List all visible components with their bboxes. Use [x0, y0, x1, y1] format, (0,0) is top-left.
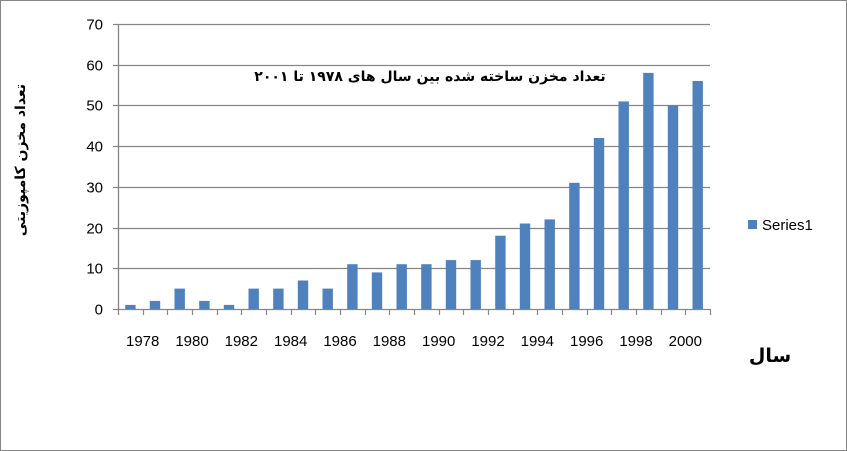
bar-1986 [322, 288, 333, 309]
y-tick-label: 30 [86, 180, 103, 197]
x-axis [117, 24, 712, 315]
bar-2001 [692, 81, 703, 309]
y-tick-label: 0 [95, 302, 103, 319]
x-tick-label: 1986 [323, 333, 356, 350]
bar-1995 [544, 219, 555, 309]
bar-1989 [396, 264, 407, 309]
y-tick-label: 50 [86, 98, 103, 115]
x-tick-label: 1998 [619, 333, 652, 350]
gridlines [113, 23, 710, 311]
y-tick-label: 10 [86, 261, 103, 278]
legend: Series1 [748, 217, 813, 234]
bar-1981 [199, 300, 210, 309]
x-axis-title: سال [749, 345, 791, 367]
y-axis-ticks: 0 10 20 30 40 50 60 70 [86, 17, 103, 319]
x-tick-label: 1994 [521, 333, 554, 350]
bar-1997 [593, 138, 605, 309]
legend-swatch [748, 220, 757, 229]
bar-1992 [470, 260, 481, 309]
x-tick-label: 1984 [274, 333, 307, 350]
chart-title: تعداد مخزن ساخته شده بین سال های ۱۹۷۸ تا… [254, 69, 605, 85]
bar-1994 [519, 223, 531, 309]
y-tick-label: 20 [86, 221, 103, 238]
y-tick-label: 70 [86, 17, 103, 34]
x-tick-label: 1990 [422, 333, 455, 350]
x-tick-label: 2000 [669, 333, 702, 350]
bar-1982 [223, 304, 235, 309]
bar-1979 [149, 300, 161, 309]
bar-1987 [347, 264, 358, 309]
y-axis-title: تعداد مخزن کامپوزیتی [13, 84, 29, 236]
bar-2000 [667, 105, 679, 310]
x-tick-label: 1978 [126, 333, 159, 350]
y-tick-label: 60 [86, 58, 103, 75]
bar-1993 [495, 235, 506, 309]
x-tick-label: 1980 [175, 333, 208, 350]
bar-1978 [125, 304, 136, 309]
legend-label: Series1 [762, 217, 813, 234]
bar-1985 [297, 280, 309, 309]
bar-series-series1 [125, 72, 703, 310]
bar-1998 [618, 101, 629, 310]
x-tick-label: 1988 [373, 333, 406, 350]
bar-1999 [643, 72, 654, 310]
x-tick-label: 1996 [570, 333, 603, 350]
bar-1980 [174, 288, 185, 309]
bar-1984 [273, 288, 284, 309]
y-tick-label: 40 [86, 139, 103, 156]
bar-1988 [371, 272, 383, 309]
x-tick-label: 1992 [471, 333, 504, 350]
bar-1990 [421, 264, 432, 309]
x-axis-tick-labels: 1978 1980 1982 1984 1986 1988 1990 1992 1994 1996… [126, 333, 702, 350]
x-tick-label: 1982 [225, 333, 258, 350]
bar-1991 [445, 260, 457, 309]
bar-1996 [569, 182, 580, 309]
bar-1983 [248, 288, 259, 309]
